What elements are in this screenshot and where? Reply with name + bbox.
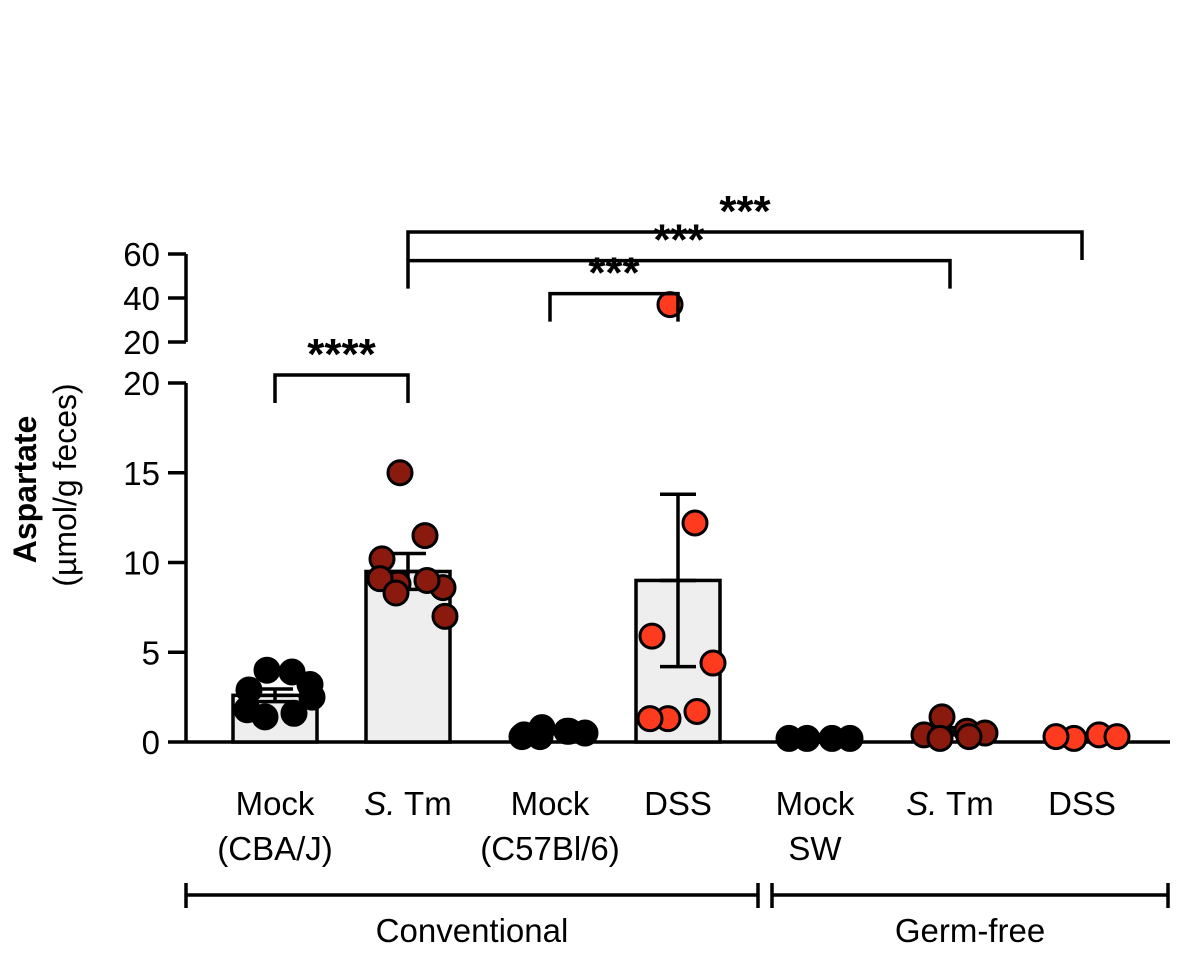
category-label-line2: SW	[788, 830, 842, 867]
data-point	[636, 705, 664, 733]
data-point	[431, 602, 459, 630]
significance-label: ***	[653, 216, 705, 265]
data-point	[955, 723, 983, 751]
data-point	[280, 699, 308, 727]
category-label: Mock	[776, 785, 855, 822]
data-point	[233, 696, 261, 724]
y-tick-label: 60	[123, 236, 160, 273]
data-point	[386, 459, 414, 487]
category-label: S. Tm	[906, 785, 993, 822]
significance-label: ***	[719, 187, 771, 236]
bar	[364, 569, 452, 744]
data-point	[1103, 723, 1131, 751]
y-tick-label: 15	[123, 455, 160, 492]
data-point	[382, 579, 410, 607]
data-point	[699, 649, 727, 677]
y-tick-label: 20	[123, 324, 160, 361]
y-tick-label: 40	[123, 280, 160, 317]
data-point	[278, 658, 306, 686]
data-point	[411, 522, 439, 550]
category-label: DSS	[644, 785, 712, 822]
group-labels: Conventional Germ-free	[184, 883, 1170, 949]
data-point	[253, 656, 281, 684]
significance-bracket	[548, 291, 680, 322]
data-points	[233, 291, 1131, 752]
data-point	[836, 724, 864, 752]
significance-label: ****	[307, 330, 376, 379]
data-point	[508, 723, 536, 751]
y-tick-label: 0	[142, 724, 160, 761]
data-point	[298, 683, 326, 711]
data-point	[926, 724, 954, 752]
y-axis-title: Aspartate (µmol/g feces)	[7, 383, 83, 586]
significance-brackets: *************	[273, 187, 1084, 403]
significance-bracket	[406, 230, 1084, 260]
group-label: Germ-free	[895, 912, 1045, 949]
y-tick-label: 20	[123, 365, 160, 402]
category-label-line2: (CBA/J)	[217, 830, 333, 867]
data-point	[775, 724, 803, 752]
group-label: Conventional	[376, 912, 569, 949]
y-axis-title-unit: (µmol/g feces)	[47, 383, 83, 586]
y-axis: 0 5 10 15 20 20 40 60	[123, 236, 188, 761]
significance-bracket	[273, 373, 410, 403]
y-axis-title-main: Aspartate	[7, 416, 43, 564]
category-labels: Mock (CBA/J) S. Tm Mock (C57Bl/6) DSS Mock SW S.…	[217, 785, 1116, 867]
y-tick-label: 5	[142, 634, 160, 671]
data-point	[555, 717, 583, 745]
category-label-line2: (C57Bl/6)	[480, 830, 619, 867]
data-point	[681, 509, 709, 537]
data-point	[638, 622, 666, 650]
category-label: S. Tm	[364, 785, 451, 822]
significance-label: ***	[588, 249, 640, 298]
significance-bracket	[406, 258, 952, 289]
y-tick-label: 10	[123, 545, 160, 582]
category-label: Mock	[236, 785, 315, 822]
category-label: Mock	[511, 785, 590, 822]
data-point	[413, 566, 441, 594]
category-label: DSS	[1048, 785, 1116, 822]
data-point	[683, 697, 711, 725]
data-point	[1042, 723, 1070, 751]
